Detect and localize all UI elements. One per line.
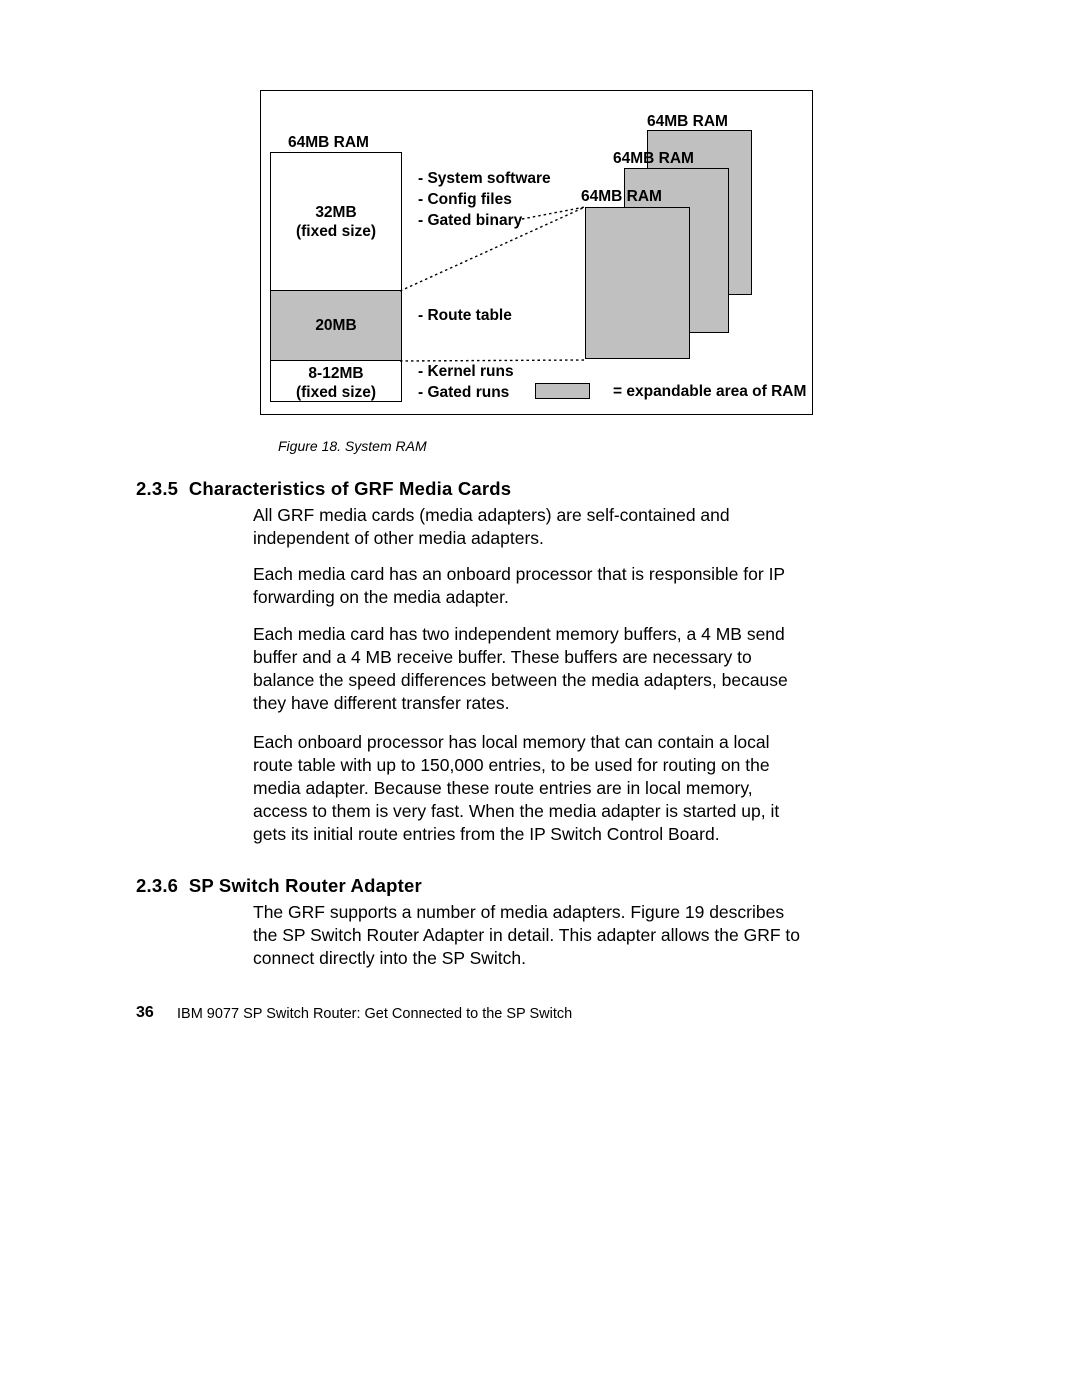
ram-row-20mb: 20MB (271, 291, 401, 361)
exp-title-3: 64MB RAM (581, 188, 662, 206)
section-235-title: Characteristics of GRF Media Cards (189, 478, 511, 499)
exp-title-2: 64MB RAM (613, 150, 694, 168)
section-236-num: 2.3.6 (136, 875, 178, 896)
s235-p2: Each media card has an onboard processor… (253, 563, 808, 609)
row2-label: 20MB (315, 317, 356, 334)
s235-p1: All GRF media cards (media adapters) are… (253, 504, 808, 550)
row3-line2: (fixed size) (296, 384, 376, 401)
row3-line1: 8-12MB (308, 365, 363, 382)
bullets-mid: - Route table (418, 306, 512, 327)
bullets-top: - System software - Config files - Gated… (418, 169, 551, 232)
ram-row-32mb: 32MB (fixed size) (271, 153, 401, 291)
ram-row-8-12mb: 8-12MB (fixed size) (271, 361, 401, 403)
section-236-heading: 2.3.6 SP Switch Router Adapter (136, 875, 422, 897)
s235-p3: Each media card has two independent memo… (253, 623, 808, 715)
bullet-route-table: - Route table (418, 306, 512, 327)
s235-p4: Each onboard processor has local memory … (253, 731, 808, 846)
legend-swatch (535, 383, 590, 399)
section-235-num: 2.3.5 (136, 478, 178, 499)
bullet-gated-bin: - Gated binary (418, 211, 551, 232)
main-ram-title: 64MB RAM (288, 134, 369, 152)
bullet-gated-runs: - Gated runs (418, 383, 514, 404)
ram-stack: 32MB (fixed size) 20MB 8-12MB (fixed siz… (270, 152, 402, 402)
page-number: 36 (136, 1004, 154, 1022)
exp-title-1: 64MB RAM (647, 113, 728, 131)
bullet-config: - Config files (418, 190, 551, 211)
row1-line2: (fixed size) (296, 223, 376, 240)
bullets-bot: - Kernel runs - Gated runs (418, 362, 514, 404)
bullet-sys-sw: - System software (418, 169, 551, 190)
s236-p1: The GRF supports a number of media adapt… (253, 901, 808, 970)
bullet-kernel: - Kernel runs (418, 362, 514, 383)
legend-text: = expandable area of RAM (613, 383, 806, 401)
exp-ram-front (585, 207, 690, 359)
section-236-title: SP Switch Router Adapter (189, 875, 422, 896)
page: 64MB RAM 32MB (fixed size) 20MB 8-12MB (… (0, 0, 1080, 1397)
footer-text: IBM 9077 SP Switch Router: Get Connected… (177, 1006, 572, 1022)
section-235-heading: 2.3.5 Characteristics of GRF Media Cards (136, 478, 511, 500)
row1-line1: 32MB (315, 204, 356, 221)
figure-caption: Figure 18. System RAM (278, 438, 427, 454)
